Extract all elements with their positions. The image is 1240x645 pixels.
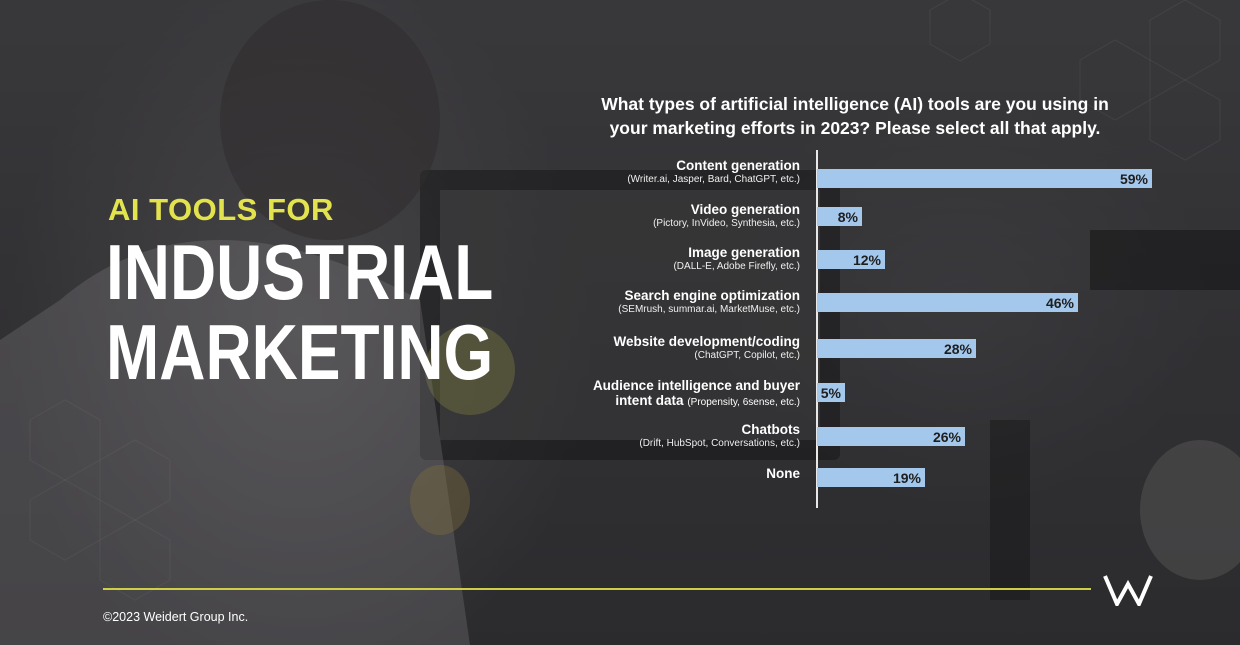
category-name: None [766,466,800,481]
bar: 28% [817,339,976,358]
category-label: None [560,466,800,481]
chart-title: What types of artificial intelligence (A… [560,92,1150,140]
category-name: Chatbots [741,422,801,437]
category-name-line-2: intent data (Propensity, 6sense, etc.) [560,393,800,410]
bar-chart: Content generation (Writer.ai, Jasper, Ba… [560,150,1180,510]
category-detail: (ChatGPT, Copilot, etc.) [694,350,800,361]
footer-divider [103,588,1091,590]
category-label: Chatbots (Drift, HubSpot, Conversations, … [560,422,800,450]
category-name: Search engine optimization [624,288,800,303]
bar-value-label: 26% [932,429,961,445]
bar: 59% [817,169,1152,188]
category-name: Audience intelligence and buyer [592,378,800,393]
category-label: Image generation (DALL-E, Adobe Firefly, … [560,245,800,273]
bar: 5% [817,383,845,402]
category-name-continued: intent data [615,393,684,408]
chart-title-line-2: your marketing efforts in 2023? Please s… [609,118,1101,138]
w-logo-icon [1103,575,1153,606]
category-detail: (DALL-E, Adobe Firefly, etc.) [673,261,800,272]
bar-value-label: 28% [943,341,972,357]
category-detail: (SEMrush, summar.ai, MarketMuse, etc.) [618,304,800,315]
bar: 19% [817,468,925,487]
category-label: Content generation (Writer.ai, Jasper, Ba… [560,158,800,186]
bar-value-label: 5% [820,385,841,401]
copyright-text: ©2023 Weidert Group Inc. [103,610,249,624]
category-detail: (Writer.ai, Jasper, Bard, ChatGPT, etc.) [627,174,800,185]
bar-value-label: 8% [837,209,858,225]
bar-value-label: 59% [1119,171,1148,187]
category-detail: (Drift, HubSpot, Conversations, etc.) [639,438,800,449]
bar: 12% [817,250,885,269]
bar: 46% [817,293,1078,312]
category-name: Image generation [688,245,800,260]
category-detail: (Pictory, InVideo, Synthesia, etc.) [653,218,800,229]
category-name: Content generation [676,158,800,173]
bar-value-label: 46% [1045,295,1074,311]
category-label: Video generation (Pictory, InVideo, Synth… [560,202,800,230]
slide-headline: INDUSTRIAL MARKETING [106,228,494,396]
slide-kicker: AI TOOLS FOR [108,192,334,227]
bar: 8% [817,207,862,226]
bar: 26% [817,427,965,446]
category-label: Audience intelligence and buyer intent da… [560,378,800,410]
category-label: Website development/coding (ChatGPT, Copi… [560,334,800,362]
bar-value-label: 19% [892,470,921,486]
category-label: Search engine optimization (SEMrush, summ… [560,288,800,316]
category-name: Video generation [690,202,800,217]
chart-title-line-1: What types of artificial intelligence (A… [601,94,1109,114]
chart-y-axis [816,150,818,508]
headline-line-2: MARKETING [106,308,494,396]
headline-line-1: INDUSTRIAL [106,228,494,316]
category-name: Website development/coding [613,334,800,349]
bar-value-label: 12% [852,252,881,268]
category-detail: (Propensity, 6sense, etc.) [687,397,800,408]
